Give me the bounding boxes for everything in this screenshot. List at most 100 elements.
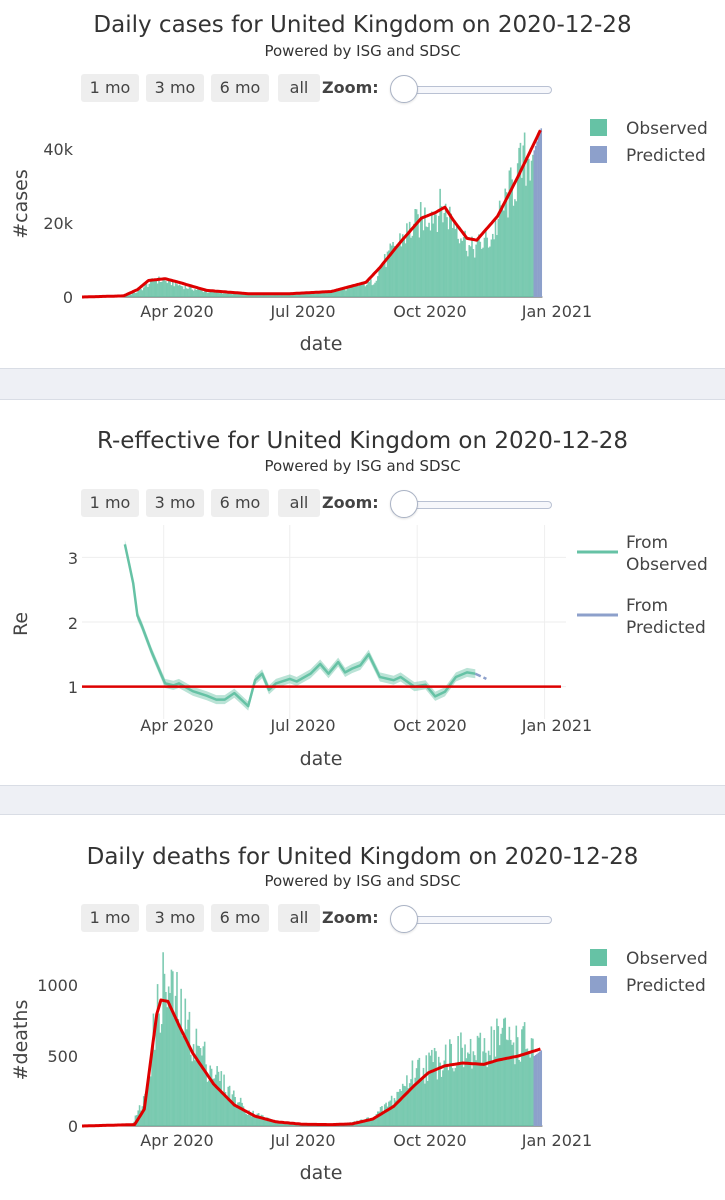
observed-bar [162,279,164,297]
x-tick-label: Jan 2021 [521,302,592,321]
observed-bar [383,1104,386,1126]
range-button-1mo[interactable]: 1 mo [81,74,139,102]
observed-bar [514,199,516,297]
observed-bar [292,294,295,297]
re-plot: 1 2 3 Apr 2020 Jul 2020 Oct 2020 Jan 202… [10,525,708,770]
observed-bar [407,230,410,297]
observed-bar [223,293,225,297]
observed-bar [486,237,489,297]
observed-bar [397,1091,400,1126]
observed-bar [367,280,369,297]
observed-bar [439,1062,441,1126]
observed-bar [214,1074,217,1126]
observed-bar [165,991,167,1126]
observed-bar [263,1117,266,1126]
observed-bar [473,1055,476,1126]
observed-bar [137,290,139,297]
observed-bar [321,292,324,297]
observed-bar [208,1080,210,1126]
observed-bar [519,1061,522,1126]
observed-bar [202,292,205,297]
observed-bar [245,1114,248,1126]
observed-bar [163,973,166,1126]
range-button-all[interactable]: all [278,74,320,102]
observed-bar [184,285,187,297]
observed-bar [129,294,131,297]
range-button-3mo[interactable]: 3 mo [146,904,204,932]
observed-bar [404,243,407,297]
observed-bar [317,292,320,297]
observed-bar [498,200,501,297]
observed-bar [424,1083,426,1126]
observed-bar [475,244,477,297]
observed-bar [482,1051,484,1126]
observed-bar [532,154,534,297]
observed-bar [268,295,271,297]
range-button-1mo[interactable]: 1 mo [81,489,139,517]
range-button-6mo[interactable]: 6 mo [211,74,269,102]
observed-bar [245,293,248,297]
observed-bar [176,971,178,1126]
observed-bar [203,291,206,297]
range-button-1mo[interactable]: 1 mo [81,904,139,932]
observed-bar [383,254,386,297]
zoom-slider-thumb[interactable] [390,490,418,518]
range-button-6mo[interactable]: 6 mo [211,904,269,932]
observed-bars [83,132,534,297]
observed-bar [368,281,371,297]
observed-bar [170,969,173,1126]
observed-bar [433,212,436,297]
observed-bar [174,995,177,1126]
observed-bar [530,160,533,297]
observed-bar [180,285,182,297]
observed-bar [379,267,382,297]
range-button-all[interactable]: all [278,904,320,932]
observed-bar [450,213,453,297]
legend-label-predicted: From Predicted [626,596,706,638]
observed-bar [232,293,235,297]
observed-bar [183,1035,185,1126]
x-tick-label: Jul 2020 [269,716,335,735]
observed-bar [213,291,216,297]
observed-bar [401,1083,404,1126]
observed-bar [318,293,321,297]
observed-bar [363,1120,365,1126]
observed-bar [133,291,135,297]
observed-bar [472,249,475,297]
observed-bar [371,1120,374,1126]
range-button-6mo[interactable]: 6 mo [211,489,269,517]
observed-bar [252,1110,254,1126]
observed-bar [507,217,509,297]
observed-bar [526,1048,529,1126]
observed-bar [491,1060,494,1126]
observed-bar [284,1122,286,1126]
range-button-3mo[interactable]: 3 mo [146,489,204,517]
observed-bar [370,1120,372,1126]
observed-bar [165,281,167,297]
observed-bar [304,293,307,297]
observed-bar [281,294,284,297]
observed-bar [461,1047,464,1126]
range-button-3mo[interactable]: 3 mo [146,74,204,102]
observed-bar [464,230,466,297]
observed-bar [419,1079,422,1126]
y-tick-label: 20k [43,214,73,233]
zoom-slider-thumb[interactable] [390,905,418,933]
zoom-slider-thumb[interactable] [390,75,418,103]
observed-bar [210,291,213,297]
observed-bar [190,1054,192,1126]
observed-bar [298,294,300,297]
observed-bar [449,206,451,297]
observed-bar [232,1090,235,1126]
observed-bar [493,1029,495,1126]
observed-bar [224,1091,227,1126]
observed-bar [527,158,530,297]
observed-bar [176,284,178,297]
observed-bar [519,142,522,297]
range-button-all[interactable]: all [278,489,320,517]
observed-bar [516,1037,519,1126]
observed-bar [322,291,325,297]
observed-bar [354,284,357,297]
observed-bar [457,238,459,297]
observed-bar [490,239,493,297]
